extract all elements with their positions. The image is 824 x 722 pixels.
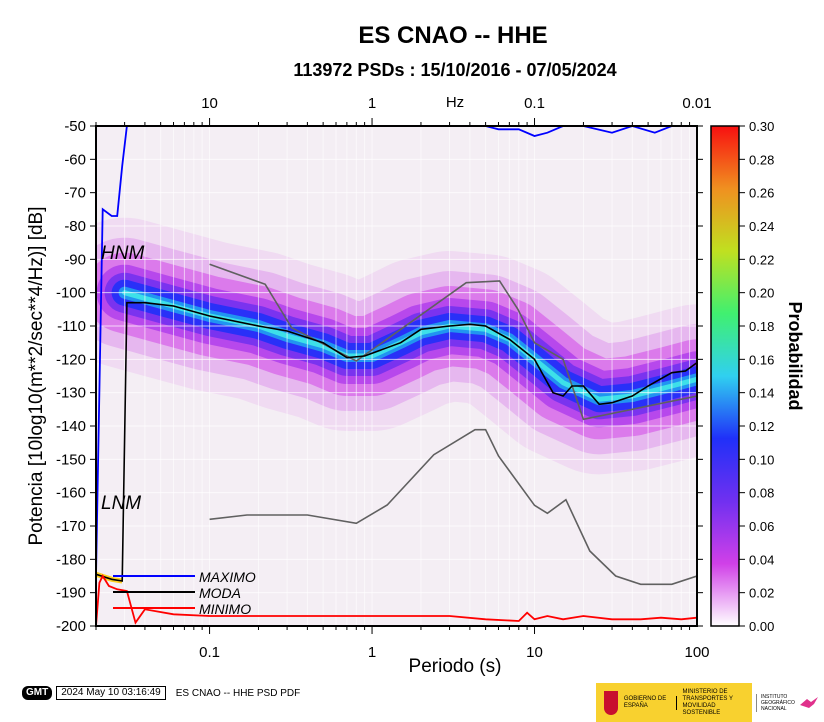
series-line-maximo: [96, 126, 697, 577]
y-tick-label: -180: [56, 551, 86, 568]
footer-stamp: GMT 2024 May 10 03:16:49 ES CNAO -- HHE …: [22, 686, 300, 700]
timestamp: 2024 May 10 03:16:49: [56, 686, 166, 700]
noise-models: [209, 263, 697, 586]
y-axis-label: Potencia [10log10(m**2/sec**4/Hz)] [dB]: [26, 206, 47, 545]
x-tick-label: 0.1: [199, 644, 220, 661]
government-logo: GOBIERNO DE ESPAÑA MINISTERIO DE TRANSPO…: [596, 683, 752, 722]
top-tick-label: 0.1: [524, 95, 545, 112]
y-tick-label: -130: [56, 385, 86, 402]
colorbar: [710, 125, 740, 627]
y-axis-ticks: -200 -190 -180 -170 -160 -150 -140 -130 -120 -110…: [56, 118, 703, 635]
institute-label: INSTITUTO GEOGRÁFICO NACIONAL: [756, 693, 795, 712]
plot-frame: [95, 125, 698, 627]
x-axis-label: Periodo (s): [409, 656, 502, 677]
y-tick-label: -140: [56, 418, 86, 435]
legend-label-maximo: MAXIMO: [199, 569, 256, 585]
gov-label: GOBIERNO DE ESPAÑA: [624, 695, 677, 710]
chart-title: ES CNAO -- HHE: [358, 22, 547, 49]
top-tick-label: 10: [201, 95, 218, 112]
y-tick-label: -50: [64, 118, 86, 135]
series-line-moda: [96, 301, 697, 582]
gmt-logo: GMT: [22, 686, 53, 700]
series-line-minimo: [96, 574, 697, 626]
colorbar-tick-label: 0.04: [749, 552, 774, 567]
x-tick-label: 10: [526, 644, 543, 661]
x-tick-label: 100: [684, 644, 709, 661]
colorbar-tick-label: 0.18: [749, 319, 774, 334]
ign-bird-icon: [800, 696, 818, 708]
y-tick-label: -160: [56, 485, 86, 502]
colorbar-tick-label: 0.06: [749, 519, 774, 534]
colorbar-tick-label: 0.22: [749, 252, 774, 267]
institution-logos: GOBIERNO DE ESPAÑA MINISTERIO DE TRANSPO…: [596, 683, 824, 722]
colorbar-tick-label: 0.24: [749, 219, 774, 234]
y-tick-label: -100: [56, 285, 86, 302]
legend: MAXIMO MODA MINIMO: [113, 569, 256, 617]
x-axis-ticks: 0.1 1 10 100: [95, 118, 710, 661]
y-tick-label: -190: [56, 585, 86, 602]
model-line-lnm: [209, 428, 697, 586]
colorbar-tick-label: 0.26: [749, 186, 774, 201]
x-tick-label: 1: [368, 644, 376, 661]
colorbar-tick-label: 0.14: [749, 386, 774, 401]
y-tick-label: -150: [56, 451, 86, 468]
top-tick-label: 0.01: [682, 95, 711, 112]
ministry-label: MINISTERIO DE TRANSPORTES Y MOVILIDAD SO…: [682, 688, 733, 716]
colorbar-tick-label: 0.08: [749, 486, 774, 501]
lnm-label: LNM: [101, 493, 141, 514]
footer-plot-title: ES CNAO -- HHE PSD PDF: [175, 687, 301, 699]
y-tick-label: -200: [56, 618, 86, 635]
y-tick-label: -60: [64, 151, 86, 168]
statistic-curves: [96, 126, 697, 626]
colorbar-ticks: 0.00 0.02 0.04 0.06 0.08 0.10 0.12 0.14 0.16 0.18…: [739, 119, 774, 634]
y-tick-label: -70: [64, 185, 86, 202]
colorbar-tick-label: 0.28: [749, 152, 774, 167]
colorbar-tick-label: 0.30: [749, 119, 774, 134]
colorbar-tick-label: 0.02: [749, 586, 774, 601]
y-tick-label: -110: [57, 318, 86, 335]
colorbar-label: Probabilidad: [785, 301, 805, 410]
chart-subtitle: 113972 PSDs : 15/10/2016 - 07/05/2024: [293, 60, 616, 80]
y-tick-label: -90: [64, 251, 86, 268]
colorbar-tick-label: 0.20: [749, 286, 774, 301]
y-tick-label: -80: [64, 218, 86, 235]
top-axis-label: Hz: [446, 94, 464, 111]
y-tick-label: -170: [56, 518, 86, 535]
top-tick-label: 1: [368, 95, 376, 112]
ign-logo: INSTITUTO GEOGRÁFICO NACIONAL: [752, 683, 824, 722]
colorbar-tick-label: 0.00: [749, 619, 774, 634]
colorbar-tick-label: 0.12: [749, 419, 774, 434]
colorbar-tick-label: 0.16: [749, 352, 774, 367]
grid-lines: [96, 126, 697, 626]
top-axis-ticks: 10 1 0.1 0.01: [201, 95, 711, 112]
legend-label-minimo: MINIMO: [199, 601, 251, 617]
coat-of-arms-icon: [604, 690, 618, 715]
colorbar-tick-label: 0.10: [749, 452, 774, 467]
hnm-label: HNM: [101, 243, 144, 264]
legend-label-moda: MODA: [199, 585, 241, 601]
y-tick-label: -120: [56, 351, 86, 368]
model-line-hnm: [209, 263, 697, 421]
